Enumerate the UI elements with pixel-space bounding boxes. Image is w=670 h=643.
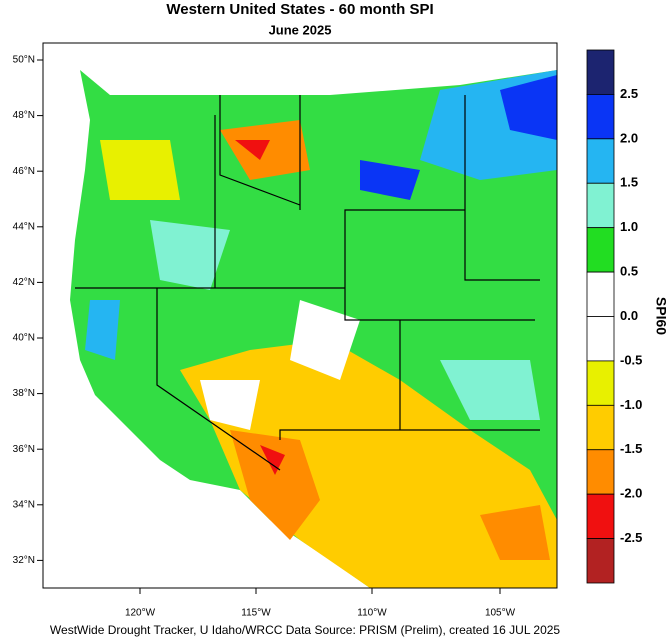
lon-label: 110°W — [357, 608, 387, 619]
colorbar-bin — [586, 404, 615, 451]
colorbar-tick-label: 0.0 — [620, 308, 638, 323]
colorbar-bin — [586, 271, 615, 317]
lat-label: 38°N — [13, 388, 35, 399]
lon-label: 105°W — [485, 608, 516, 619]
lat-label: 40°N — [13, 333, 35, 344]
lat-label: 32°N — [13, 555, 35, 566]
colorbar-bin — [586, 538, 615, 584]
colorbar-bin — [586, 49, 615, 95]
colorbar-bin — [586, 94, 615, 140]
colorbar-bin — [586, 227, 615, 273]
colorbar-bin — [586, 182, 615, 229]
lon-label: 115°W — [241, 608, 271, 619]
lat-label: 44°N — [13, 221, 35, 232]
colorbar-bin — [586, 138, 615, 184]
colorbar-tick-label: -1.5 — [620, 441, 642, 456]
colorbar: 2.5 2.0 1.5 1.0 0.5 0.0 -0.5 -1.0 -1.5 -2.0 -2.5 — [586, 49, 642, 584]
colorbar-title: SPI60 — [653, 297, 669, 335]
lat-label: 48°N — [13, 110, 35, 121]
colorbar-bin — [586, 493, 615, 539]
colorbar-bin — [586, 360, 615, 406]
lat-label: 46°N — [13, 166, 35, 177]
lat-axis: 50°N 48°N 46°N 44°N 42°N 40°N 38°N 36°N 34°N 32°N — [13, 55, 43, 566]
map-frame — [42, 42, 558, 589]
colorbar-tick-label: 0.5 — [620, 264, 638, 279]
colorbar-tick-label: -2.0 — [620, 486, 642, 501]
title: Western United States - 60 month SPI — [166, 1, 433, 18]
lon-axis: 120°W 115°W 110°W 105°W — [125, 588, 516, 619]
lon-label: 120°W — [125, 608, 156, 619]
colorbar-tick-label: 2.5 — [620, 86, 638, 101]
lat-label: 34°N — [13, 499, 35, 510]
lat-label: 50°N — [13, 55, 35, 66]
colorbar-tick-label: 1.0 — [620, 219, 638, 234]
colorbar-tick-label: 2.0 — [620, 130, 638, 145]
colorbar-tick-label: -2.5 — [620, 530, 642, 545]
footer-credit: WestWide Drought Tracker, U Idaho/WRCC D… — [50, 623, 561, 637]
colorbar-tick-label: 1.5 — [620, 175, 638, 190]
subtitle: June 2025 — [269, 22, 332, 37]
lat-label: 36°N — [13, 444, 35, 455]
colorbar-bin — [586, 316, 615, 362]
map-area — [43, 43, 557, 588]
lat-label: 42°N — [13, 277, 35, 288]
colorbar-tick-label: -0.5 — [620, 352, 642, 367]
colorbar-tick-label: -1.0 — [620, 397, 642, 412]
colorbar-bin — [586, 449, 615, 495]
